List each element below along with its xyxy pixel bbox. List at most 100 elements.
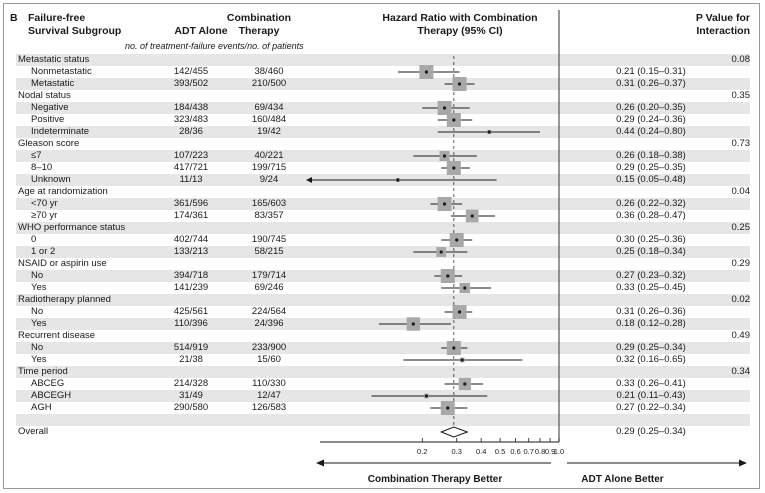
point-estimate-dot bbox=[446, 406, 450, 410]
row-label: Yes bbox=[31, 318, 47, 329]
subgroup-header-row: Nodal status 0.35 bbox=[16, 90, 750, 102]
row-label: <70 yr bbox=[31, 198, 58, 209]
adt-alone-header: ADT Alone bbox=[174, 25, 228, 37]
combination-events: 190/745 bbox=[251, 234, 287, 245]
row-label: ≤7 bbox=[31, 150, 42, 161]
row-label: Overall bbox=[18, 426, 49, 437]
overall-diamond bbox=[439, 426, 469, 438]
table-row: 0 402/744 190/745 0.30 (0.25–0.36) bbox=[16, 234, 750, 246]
combination-events: 15/60 bbox=[257, 354, 281, 365]
point-estimate-dot bbox=[463, 286, 467, 290]
point-estimate-dot bbox=[424, 70, 429, 74]
x-tick-label: 0.7 bbox=[523, 447, 533, 456]
p-value: 0.73 bbox=[731, 138, 751, 149]
adt-events: 361/596 bbox=[173, 198, 209, 209]
p-value: 0.29 bbox=[731, 258, 751, 269]
table-row: AGH 290/580 126/583 0.27 (0.22–0.34) bbox=[16, 402, 750, 414]
point-estimate-dot bbox=[442, 202, 447, 206]
row-label: Nonmetastatic bbox=[31, 66, 92, 77]
combination-events: 160/484 bbox=[251, 114, 287, 125]
hazard-ratio-text: 0.29 (0.25–0.35) bbox=[616, 162, 686, 173]
p-value: 0.49 bbox=[731, 330, 751, 341]
x-tick-label: 1.0 bbox=[554, 447, 564, 456]
row-label: NSAID or aspirin use bbox=[18, 258, 107, 269]
table-row: 8–10 417/721 199/715 0.29 (0.25–0.35) bbox=[16, 162, 750, 174]
adt-events: 394/718 bbox=[173, 270, 209, 281]
combination-events: 233/900 bbox=[251, 342, 287, 353]
point-estimate-dot bbox=[452, 346, 456, 350]
adt-events: 110/396 bbox=[174, 318, 208, 329]
adt-events: 141/239 bbox=[173, 282, 209, 293]
adt-events: 28/36 bbox=[179, 126, 203, 137]
adt-events: 417/721 bbox=[173, 162, 209, 173]
row-label: No bbox=[31, 306, 44, 317]
point-estimate-dot bbox=[424, 394, 429, 398]
row-label: Indeterminate bbox=[31, 126, 90, 137]
combination-events: 38/460 bbox=[254, 66, 284, 77]
p-value: 0.02 bbox=[731, 294, 751, 305]
adt-events: 402/744 bbox=[173, 234, 209, 245]
row-label: 8–10 bbox=[31, 162, 53, 173]
hazard-ratio-text: 0.18 (0.12–0.28) bbox=[616, 318, 686, 329]
subgroup-header-row: Radiotherapy planned 0.02 bbox=[16, 294, 750, 306]
p-value-header: P Value for Interaction bbox=[695, 12, 750, 37]
point-estimate-dot bbox=[446, 274, 450, 278]
x-tick-label: 0.3 bbox=[452, 447, 462, 456]
hazard-ratio-text: 0.27 (0.23–0.32) bbox=[616, 270, 686, 281]
x-tick-label: 0.4 bbox=[476, 447, 486, 456]
hazard-ratio-text: 0.29 (0.25–0.34) bbox=[616, 426, 686, 437]
table-row: Metastatic 393/502 210/500 0.31 (0.26–0.37) bbox=[16, 78, 750, 90]
point-estimate-dot bbox=[396, 178, 400, 182]
adt-events: 31/49 bbox=[179, 390, 203, 401]
combination-events: 69/434 bbox=[254, 102, 284, 113]
panel-label: B bbox=[10, 12, 18, 24]
table-row: Nonmetastatic 142/455 38/460 0.21 (0.15–0.3… bbox=[16, 66, 750, 78]
adt-events: 290/580 bbox=[173, 402, 209, 413]
combination-events: 12/47 bbox=[257, 390, 281, 401]
hazard-ratio-text: 0.26 (0.22–0.32) bbox=[616, 198, 686, 209]
x-tick-label: 0.6 bbox=[510, 447, 520, 456]
row-label: 0 bbox=[31, 234, 37, 245]
adt-events: 11/13 bbox=[179, 174, 203, 185]
combination-events: 58/215 bbox=[254, 246, 284, 257]
hazard-ratio-header: Hazard Ratio with Combination Therapy (9… bbox=[382, 12, 538, 37]
combination-better-arrowhead bbox=[316, 459, 324, 467]
adt-events: 514/919 bbox=[173, 342, 209, 353]
table-row: ABCEG 214/328 110/330 0.33 (0.26–0.41) bbox=[16, 378, 750, 390]
events-note: no. of treatment-failure events/no. of p… bbox=[125, 41, 304, 51]
table-row: No 514/919 233/900 0.29 (0.25–0.34) bbox=[16, 342, 750, 354]
combination-events: 179/714 bbox=[251, 270, 287, 281]
hazard-ratio-text: 0.33 (0.25–0.45) bbox=[616, 282, 686, 293]
table-row: Indeterminate 28/36 19/42 0.44 (0.24–0.80) bbox=[16, 126, 750, 138]
row-label: Unknown bbox=[31, 174, 71, 185]
combination-events: 69/246 bbox=[254, 282, 284, 293]
p-value: 0.25 bbox=[731, 222, 751, 233]
row-label: Radiotherapy planned bbox=[18, 294, 111, 305]
hazard-ratio-text: 0.33 (0.26–0.41) bbox=[616, 378, 686, 389]
point-estimate-dot bbox=[455, 238, 459, 242]
hazard-ratio-text: 0.30 (0.25–0.36) bbox=[616, 234, 686, 245]
hazard-ratio-text: 0.31 (0.26–0.36) bbox=[616, 306, 686, 317]
table-row: <70 yr 361/596 165/603 0.26 (0.22–0.32) bbox=[16, 198, 750, 210]
x-tick-label: 0.8 bbox=[535, 447, 545, 456]
subgroup-header-row: Metastatic status 0.08 bbox=[16, 54, 750, 66]
row-label: Recurrent disease bbox=[18, 330, 96, 341]
combination-events: 9/24 bbox=[259, 174, 279, 185]
subgroup-header-row: WHO performance status 0.25 bbox=[16, 222, 750, 234]
table-row: Yes 21/38 15/60 0.32 (0.16–0.65) bbox=[16, 354, 750, 366]
adt-events: 174/361 bbox=[173, 210, 209, 221]
figure-frame bbox=[3, 3, 760, 489]
subgroup-header-row: Age at randomization 0.04 bbox=[16, 186, 750, 198]
table-row bbox=[16, 414, 750, 426]
hazard-ratio-text: 0.36 (0.28–0.47) bbox=[616, 210, 686, 221]
combination-events: 199/715 bbox=[251, 162, 287, 173]
table-row: Yes 141/239 69/246 0.33 (0.25–0.45) bbox=[16, 282, 750, 294]
point-estimate-dot bbox=[470, 214, 474, 218]
hazard-ratio-text: 0.21 (0.15–0.31) bbox=[616, 66, 686, 77]
row-label: No bbox=[31, 342, 44, 353]
combination-events: 165/603 bbox=[251, 198, 287, 209]
row-label: Yes bbox=[31, 282, 47, 293]
combination-better-label: Combination Therapy Better bbox=[367, 474, 503, 485]
combination-events: 210/500 bbox=[251, 78, 287, 89]
point-estimate-dot bbox=[457, 310, 462, 314]
